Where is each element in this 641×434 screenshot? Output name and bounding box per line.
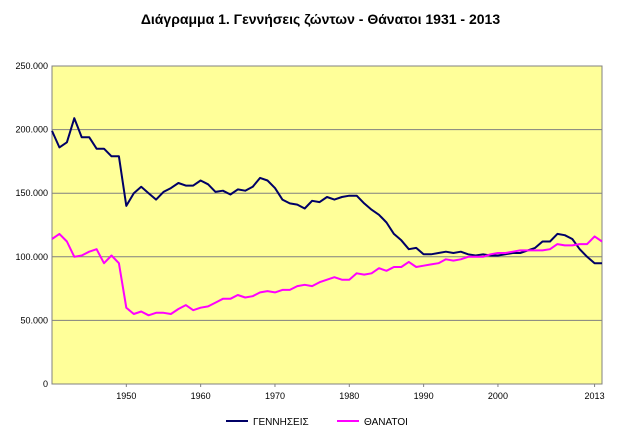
series-line-deaths	[51, 232, 603, 317]
x-tick-label: 2013	[585, 391, 605, 401]
series-lines	[51, 117, 603, 317]
y-tick-label: 250.000	[15, 61, 48, 71]
y-axis-tick-labels: 0 50.000 100.000 150.000 200.000 250.000	[15, 61, 48, 389]
y-tick-label: 150.000	[15, 188, 48, 198]
x-tick-label: 2000	[488, 391, 508, 401]
legend-label-births: ΓΕΝΝΗΣΕΙΣ	[253, 417, 309, 428]
x-tick-label: 1950	[116, 391, 136, 401]
y-tick-label: 50.000	[20, 315, 48, 325]
axes	[51, 66, 602, 387]
legend-label-deaths: ΘΑΝΑΤΟΙ	[364, 417, 408, 428]
grid-lines	[52, 65, 602, 321]
x-tick-label: 1970	[265, 391, 285, 401]
chart-title: Διάγραμμα 1. Γεννήσεις ζώντων - Θάνατοι …	[140, 11, 501, 27]
x-tick-label: 1960	[191, 391, 211, 401]
series-line-births	[51, 117, 602, 265]
x-tick-label: 1980	[339, 391, 359, 401]
legend: ΓΕΝΝΗΣΕΙΣ ΘΑΝΑΤΟΙ	[226, 417, 408, 428]
y-tick-label: 0	[43, 379, 48, 389]
x-axis-tick-labels: 1950 1960 1970 1980 1990 2000 2013	[116, 391, 604, 401]
x-tick-label: 1990	[414, 391, 434, 401]
y-tick-label: 100.000	[15, 252, 48, 262]
y-tick-label: 200.000	[15, 125, 48, 135]
plot-area	[51, 65, 603, 385]
